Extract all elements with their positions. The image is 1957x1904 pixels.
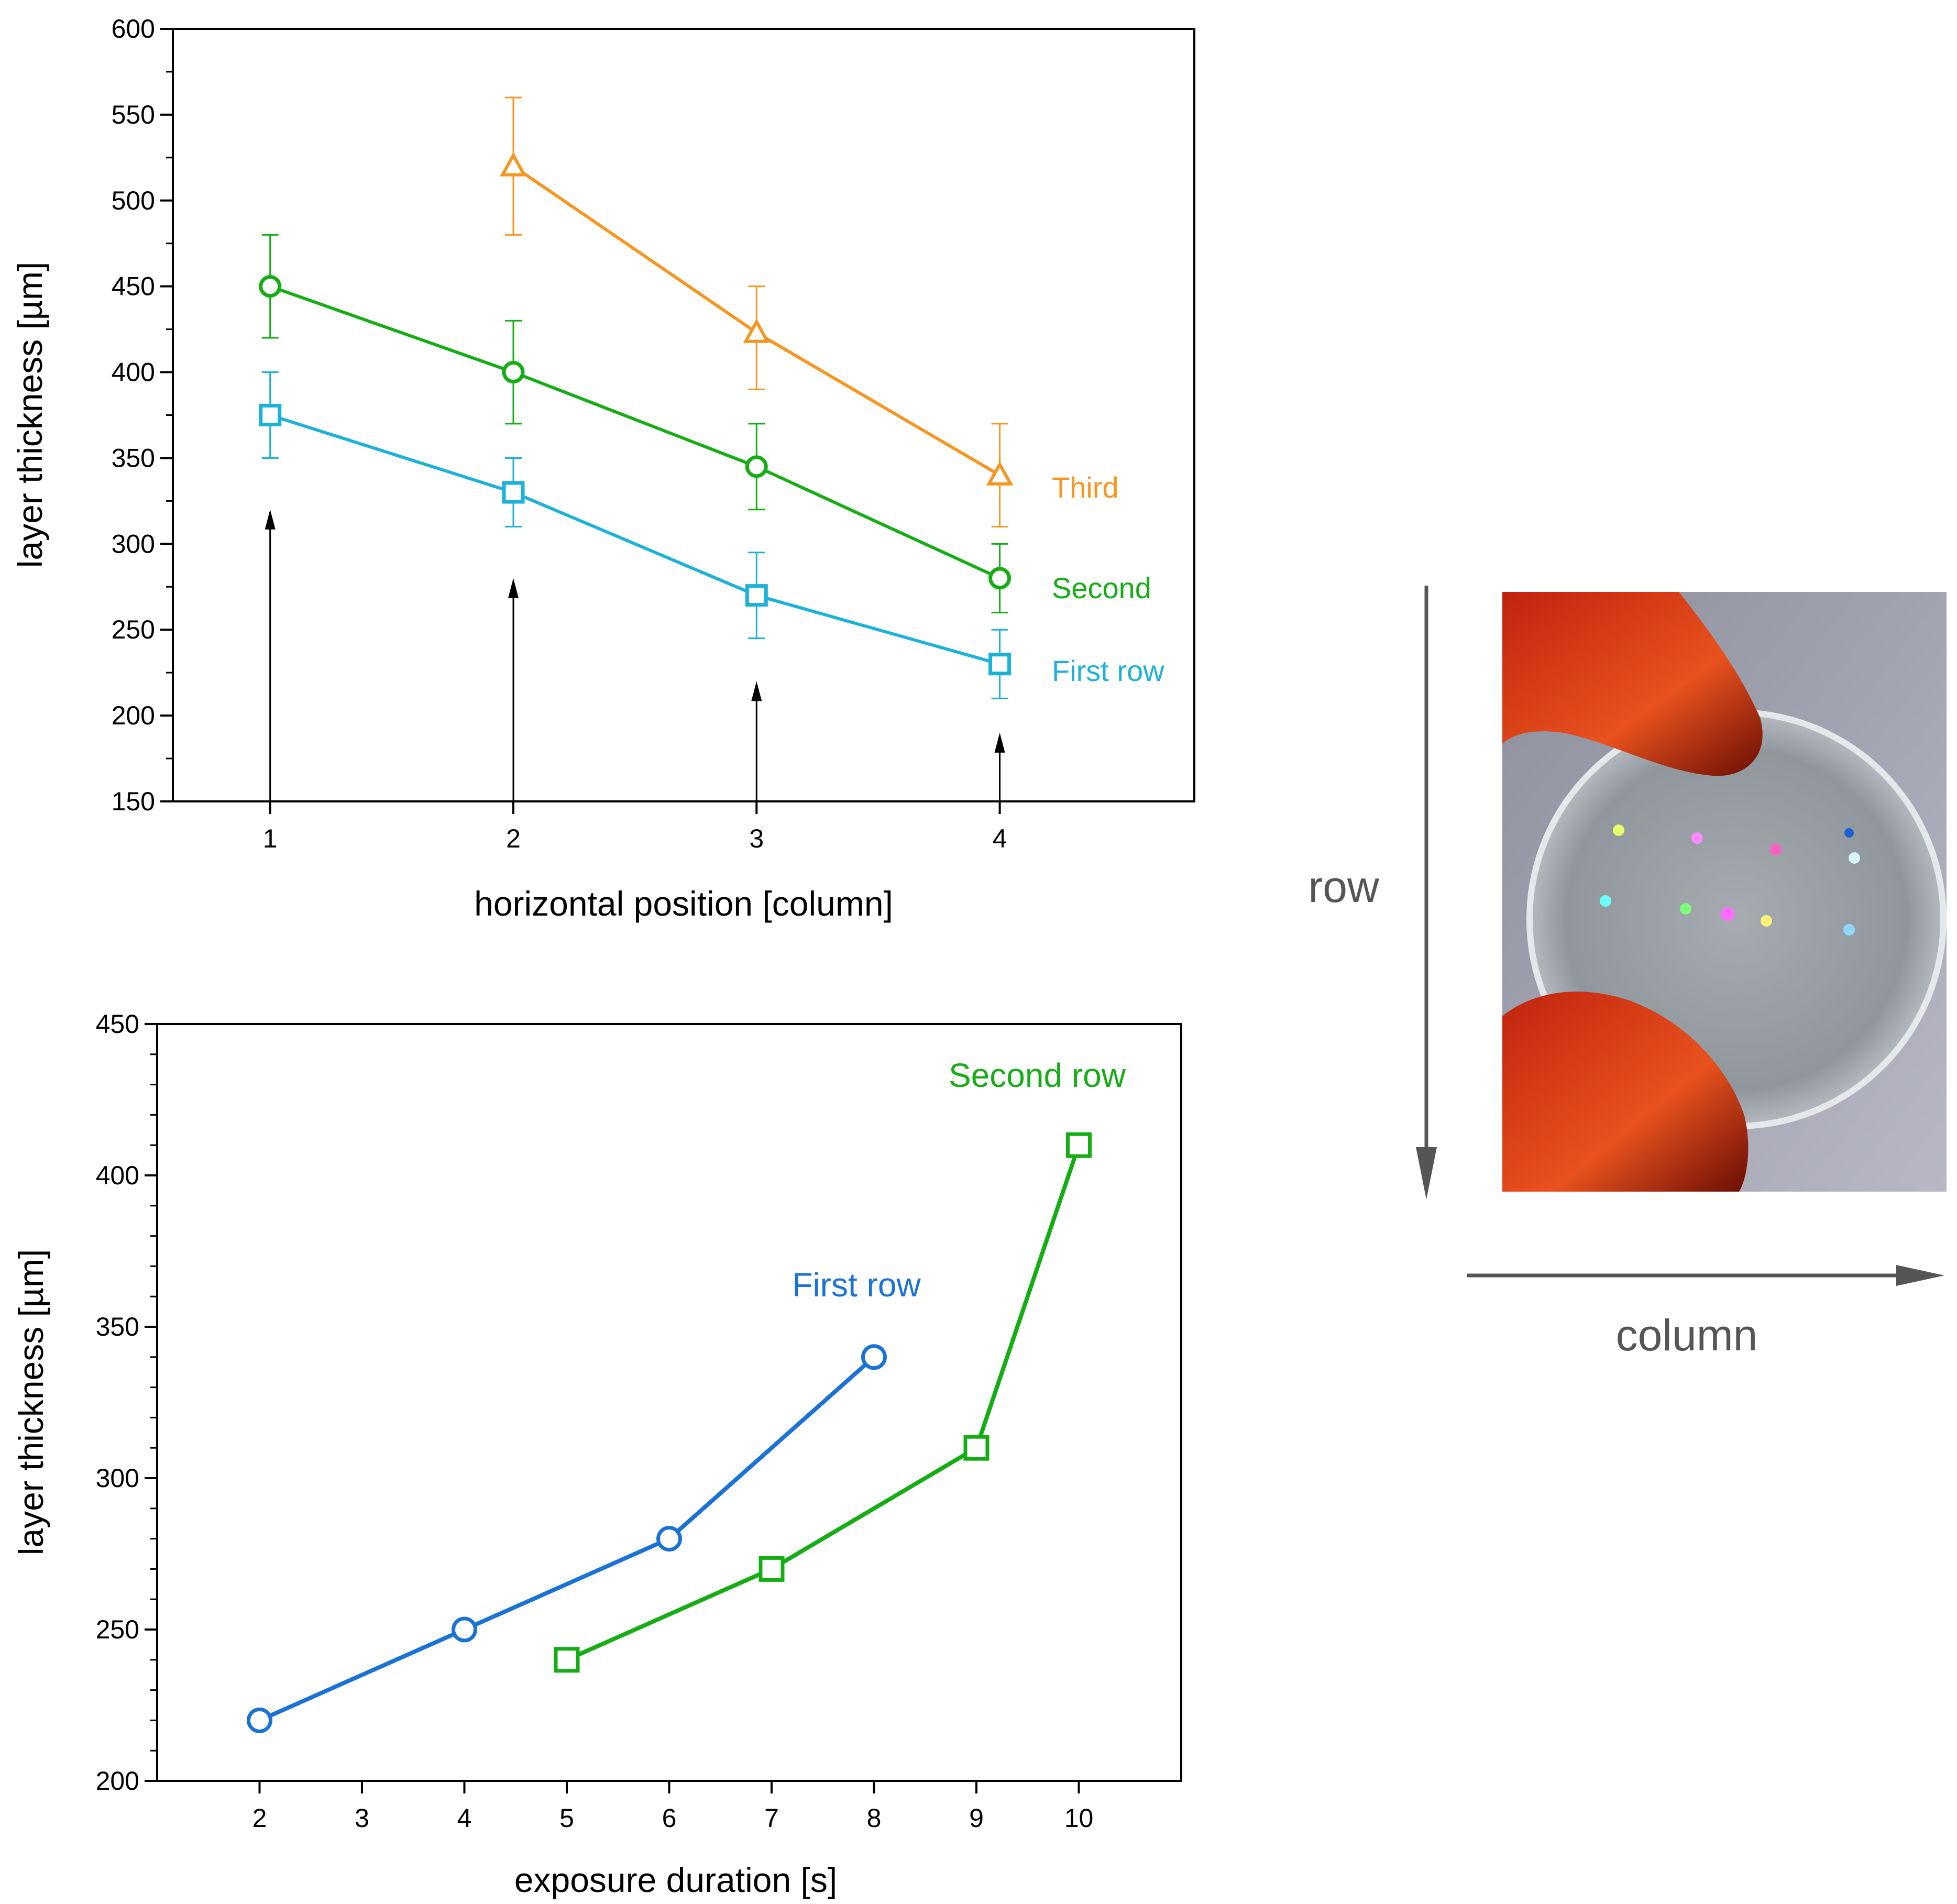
data-point (743, 318, 771, 343)
series-third (500, 96, 1014, 528)
y-tick-label: 400 (96, 1161, 139, 1190)
bottom-chart: 200 250 300 350 400 450 2 3 4 5 6 7 8 9 10 exposure du… (12, 1009, 1182, 1899)
series-line (269, 413, 1001, 666)
column-label: column (1616, 1311, 1758, 1360)
top-x-axis-title: horizontal position [column] (474, 884, 893, 923)
bottom-x-axis-title: exposure duration [s] (514, 1861, 837, 1899)
y-tick-label: 300 (112, 529, 155, 558)
data-point (656, 1526, 682, 1552)
x-tick-label: 1 (263, 824, 278, 853)
data-point (247, 1707, 272, 1733)
row-arrow-head (1416, 1147, 1437, 1199)
x-tick-label: 2 (252, 1803, 267, 1833)
y-tick-label: 600 (112, 14, 155, 43)
series-line (566, 1144, 1081, 1662)
x-tick-label: 6 (662, 1803, 677, 1833)
series-second (259, 234, 1012, 613)
x-tick-label: 8 (867, 1803, 882, 1833)
data-point (745, 455, 768, 478)
y-tick-label: 200 (112, 701, 155, 730)
data-point (745, 584, 768, 607)
y-tick-label: 250 (112, 615, 155, 644)
x-tick-label: 9 (969, 1803, 984, 1833)
data-point (988, 653, 1012, 676)
series-first-row (259, 371, 1012, 699)
x-tick-label: 5 (559, 1803, 574, 1833)
row-label: row (1308, 862, 1379, 911)
top-y-axis-title: layer thickness [µm] (10, 262, 49, 568)
y-tick-label: 250 (96, 1615, 139, 1644)
series-second-row (554, 1132, 1092, 1673)
data-point (259, 275, 282, 298)
series-first-row (247, 1344, 887, 1733)
annotation-arrow-head (994, 732, 1005, 753)
data-point (988, 567, 1012, 590)
data-point (861, 1344, 887, 1370)
data-point (554, 1647, 580, 1673)
x-tick-label: 2 (506, 824, 521, 853)
data-point (986, 461, 1014, 486)
bottom-label-first-row: First row (792, 1266, 921, 1304)
data-point (502, 481, 525, 504)
y-tick-label: 350 (112, 443, 155, 472)
y-tick-label: 450 (96, 1009, 139, 1039)
x-tick-label: 3 (749, 824, 764, 853)
finger-bottom (1502, 992, 1749, 1192)
x-tick-label: 7 (764, 1803, 779, 1833)
data-point (758, 1556, 785, 1582)
top-plot-frame (172, 28, 1195, 802)
y-tick-label: 350 (96, 1312, 139, 1341)
annotation-arrow-head (751, 681, 762, 701)
y-tick-label: 400 (112, 358, 155, 387)
column-arrow-head (1896, 1265, 1944, 1286)
series-line (258, 1355, 876, 1723)
data-point (502, 361, 525, 384)
x-tick-label: 3 (355, 1803, 369, 1833)
top-legend-first-row: First row (1052, 654, 1164, 687)
data-point (1066, 1132, 1092, 1158)
y-tick-label: 200 (96, 1766, 139, 1796)
top-chart: 150 200 250 300 350 400 450 500 550 600 1 2 3 4 horiz… (10, 14, 1195, 923)
y-tick-label: 550 (112, 100, 155, 129)
annotation-arrow-head (508, 578, 519, 598)
x-tick-label: 4 (993, 824, 1007, 853)
y-tick-label: 500 (112, 186, 155, 215)
y-tick-label: 300 (96, 1463, 139, 1493)
bottom-y-axis-title: layer thickness [µm] (12, 1249, 50, 1556)
top-legend-third: Third (1052, 471, 1119, 504)
x-tick-label: 4 (457, 1803, 472, 1833)
photo-panel: row column (1308, 586, 1947, 1360)
dot-array (1600, 824, 1860, 936)
top-legend-second: Second (1052, 571, 1151, 604)
data-point (963, 1435, 990, 1461)
finger-top (1502, 592, 1763, 776)
bottom-plot-frame (156, 1023, 1182, 1782)
series-line (269, 284, 1001, 580)
data-point (452, 1616, 477, 1643)
y-tick-label: 450 (112, 272, 155, 301)
data-point (259, 404, 282, 426)
hydrogel-photo (1502, 592, 1947, 1192)
x-tick-label: 10 (1064, 1803, 1094, 1833)
annotation-arrow-head (265, 509, 276, 530)
data-point (500, 152, 527, 177)
bottom-label-second-row: Second row (949, 1056, 1126, 1094)
y-tick-label: 150 (112, 787, 155, 816)
